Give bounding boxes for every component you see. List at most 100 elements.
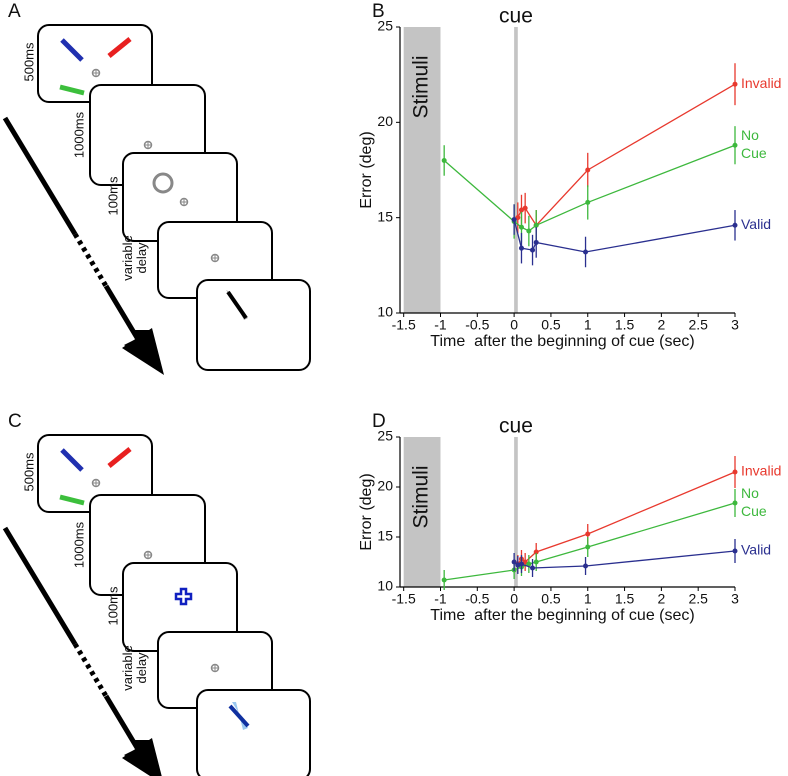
duration-label: 500ms xyxy=(21,42,36,82)
data-point xyxy=(585,167,591,173)
y-axis-label: Error (deg) xyxy=(358,131,375,208)
stimulus-bar xyxy=(59,494,85,506)
series-line xyxy=(444,502,736,581)
y-tick-label: 10 xyxy=(377,578,393,594)
data-point xyxy=(530,247,536,253)
duration-label: 100ms xyxy=(105,586,120,626)
chart: D Stimuli cue 10 15 20 25 -1.5 -1 -0.5 0 0.5 1 1.5 2 2.… xyxy=(358,411,781,624)
stimulus-bar xyxy=(107,37,132,58)
x-tick-label: 3 xyxy=(731,317,739,333)
duration-label: 500ms xyxy=(21,452,36,492)
data-point xyxy=(530,565,536,571)
y-tick-label: 20 xyxy=(377,478,393,494)
data-point xyxy=(533,549,539,555)
data-point xyxy=(732,222,738,228)
data-point xyxy=(518,207,524,213)
x-tick-label: -1.5 xyxy=(392,317,416,333)
arrow-head xyxy=(122,738,162,776)
duration-label: 1000ms xyxy=(71,521,86,568)
y-tick-label: 25 xyxy=(377,428,393,444)
data-point xyxy=(732,81,738,87)
arrow-shaft xyxy=(2,526,78,646)
x-tick-label: 0 xyxy=(510,317,518,333)
schematic-panel: C 500ms 1000ms 100ms variabledelay xyxy=(2,411,311,776)
region-label: Stimuli xyxy=(410,465,433,528)
data-point xyxy=(583,563,589,569)
data-point xyxy=(522,559,528,565)
arrow-shaft xyxy=(2,116,78,236)
y-tick-label: 15 xyxy=(377,528,393,544)
series-label: Valid xyxy=(741,542,771,558)
data-point xyxy=(522,205,528,211)
x-tick-label: 0 xyxy=(510,591,518,607)
x-tick-label: 2 xyxy=(657,317,665,333)
arrow-dashed xyxy=(72,642,109,698)
x-tick-label: -1 xyxy=(434,317,447,333)
x-tick-label: 1.5 xyxy=(615,317,635,333)
shaded-region xyxy=(403,437,441,587)
data-point xyxy=(526,561,532,567)
stimulus-bar xyxy=(60,448,84,472)
region-label: cue xyxy=(499,5,533,28)
panel-label: C xyxy=(8,411,22,432)
y-tick-label: 15 xyxy=(377,208,393,224)
x-tick-label: 2.5 xyxy=(688,591,708,607)
data-point xyxy=(511,559,517,565)
x-tick-label: 1 xyxy=(584,317,592,333)
fixation-cross xyxy=(180,198,188,206)
x-tick-label: 2 xyxy=(657,591,665,607)
cue-circle xyxy=(152,172,174,194)
probe-bar xyxy=(228,704,250,728)
x-tick-label: 1.5 xyxy=(615,591,635,607)
data-point xyxy=(533,559,539,565)
x-tick-label: 1 xyxy=(584,591,592,607)
y-axis-label: Error (deg) xyxy=(358,473,375,550)
data-point xyxy=(441,157,447,163)
data-point xyxy=(526,228,532,234)
trial-frame xyxy=(196,279,311,371)
data-point xyxy=(441,577,447,583)
y-tick-label: 10 xyxy=(377,304,393,320)
duration-label: variabledelay xyxy=(120,235,149,281)
schematic-panel: A 500ms 1000ms 100ms variabledelay xyxy=(2,1,311,375)
series-label: No Cue xyxy=(741,485,767,519)
data-point xyxy=(518,224,524,230)
arrow-head xyxy=(122,328,164,375)
series-line xyxy=(513,550,736,569)
chart: B Stimuli cue 10 15 20 25 -1.5 -1 -0.5 0 0.5 1 1.5 2 2.… xyxy=(358,1,781,350)
x-tick-label: 0.5 xyxy=(541,317,561,333)
data-point xyxy=(585,199,591,205)
shaded-region xyxy=(514,437,518,587)
data-point xyxy=(533,222,539,228)
series-label: Invalid xyxy=(741,75,781,91)
fixation-cross xyxy=(211,664,219,672)
data-point xyxy=(518,561,524,567)
fixation-cross xyxy=(144,551,152,559)
x-tick-label: -0.5 xyxy=(465,591,489,607)
trial-frame xyxy=(196,689,311,776)
shaded-region xyxy=(514,27,518,313)
stimulus-bar xyxy=(60,38,84,62)
series-line xyxy=(517,83,736,227)
x-tick-label: 3 xyxy=(731,591,739,607)
probe-bar xyxy=(226,290,248,320)
panel-label: D xyxy=(372,411,386,432)
x-axis-label: Time after the beginning of cue (sec) xyxy=(430,333,694,350)
duration-label: 100ms xyxy=(105,176,120,216)
series-line xyxy=(443,144,736,232)
data-point xyxy=(585,544,591,550)
duration-label: 1000ms xyxy=(71,111,86,158)
data-point xyxy=(511,217,517,223)
data-point xyxy=(732,500,738,506)
fixation-cross xyxy=(144,141,152,149)
region-label: Stimuli xyxy=(410,55,433,118)
series-label: Valid xyxy=(741,216,771,232)
panel-label: A xyxy=(8,1,21,22)
data-point xyxy=(585,531,591,537)
stimulus-bar xyxy=(107,447,132,468)
stimulus-bar xyxy=(59,84,85,96)
series-label: Invalid xyxy=(741,463,781,479)
data-point xyxy=(518,245,524,251)
arrow-dashed xyxy=(72,232,109,288)
